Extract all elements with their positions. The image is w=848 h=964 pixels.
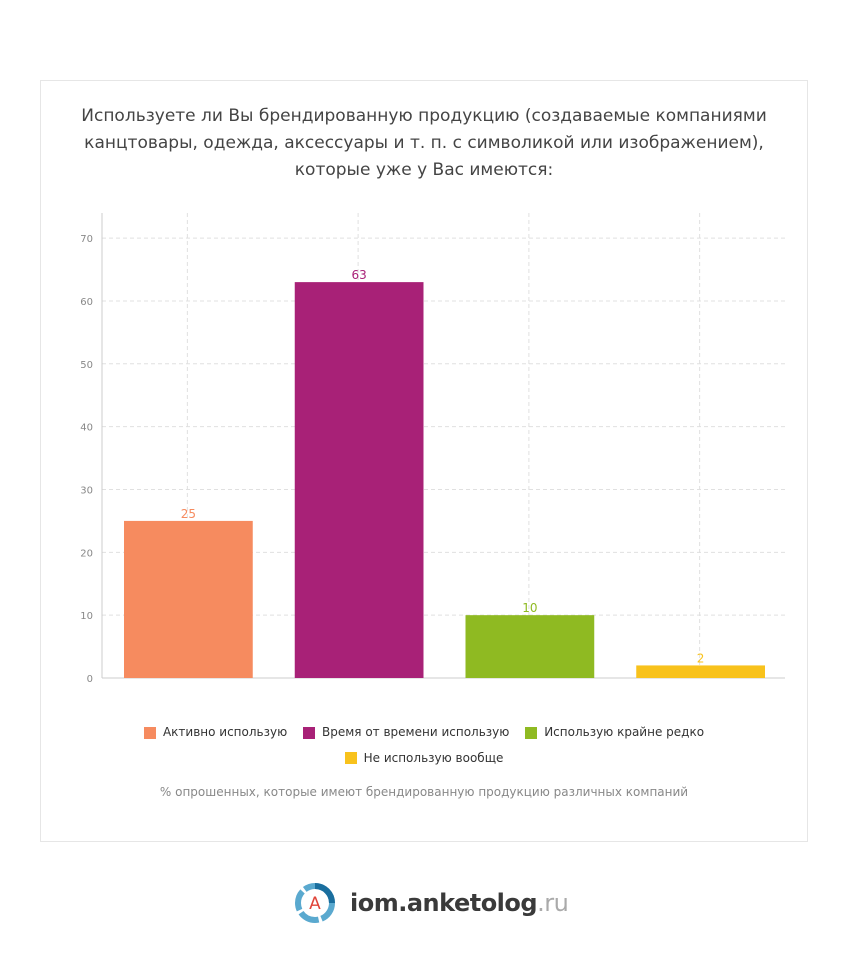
data-label: 63 [351, 268, 366, 282]
y-tick-label: 20 [80, 548, 93, 559]
legend: Активно использую Время от времени испол… [41, 721, 807, 772]
legend-label: Активно использую [162, 725, 288, 739]
bar [465, 615, 595, 678]
anketolog-logo-icon: A [295, 883, 335, 923]
legend-item[interactable]: Время от времени использую [303, 721, 509, 744]
legend-label: Время от времени использую [322, 725, 510, 739]
legend-label: Использую крайне редко [544, 725, 705, 739]
y-tick-label: 30 [80, 485, 93, 496]
legend-item[interactable]: Не использую вообще [344, 747, 504, 770]
data-label: 25 [181, 507, 196, 521]
chart-title: Используете ли Вы брендированную продукц… [81, 106, 767, 180]
logo-name: iom.anketolog [350, 889, 538, 917]
y-tick-label: 50 [80, 360, 93, 371]
legend-item[interactable]: Активно использую [143, 721, 288, 744]
svg-text:A: A [309, 894, 321, 914]
y-tick-label: 0 [87, 674, 93, 685]
bar [124, 520, 253, 678]
legend-swatch [525, 726, 538, 739]
y-tick-label: 10 [80, 611, 93, 622]
bar [294, 282, 424, 678]
logo-tld: .ru [537, 889, 569, 917]
chart-caption: % опрошенных, которые имеют брендированн… [159, 785, 689, 799]
legend-swatch [303, 726, 316, 739]
legend-label: Не использую вообще [363, 750, 504, 765]
bar-chart: 0 10 20 30 40 50 60 70 25 63 10 2 [80, 213, 785, 685]
y-tick-label: 60 [80, 297, 93, 308]
legend-item[interactable]: Использую крайне редко [525, 721, 704, 744]
logo[interactable]: A iom.anketolog.ru [292, 880, 569, 926]
chart-card: Используете ли Вы брендированную продукц… [40, 80, 808, 842]
y-tick-label: 40 [80, 423, 93, 434]
y-tick-label: 70 [80, 234, 93, 245]
legend-swatch [143, 726, 156, 739]
legend-swatch [344, 752, 357, 764]
data-label: 2 [697, 651, 705, 665]
bar [636, 665, 765, 678]
data-label: 10 [522, 601, 537, 615]
